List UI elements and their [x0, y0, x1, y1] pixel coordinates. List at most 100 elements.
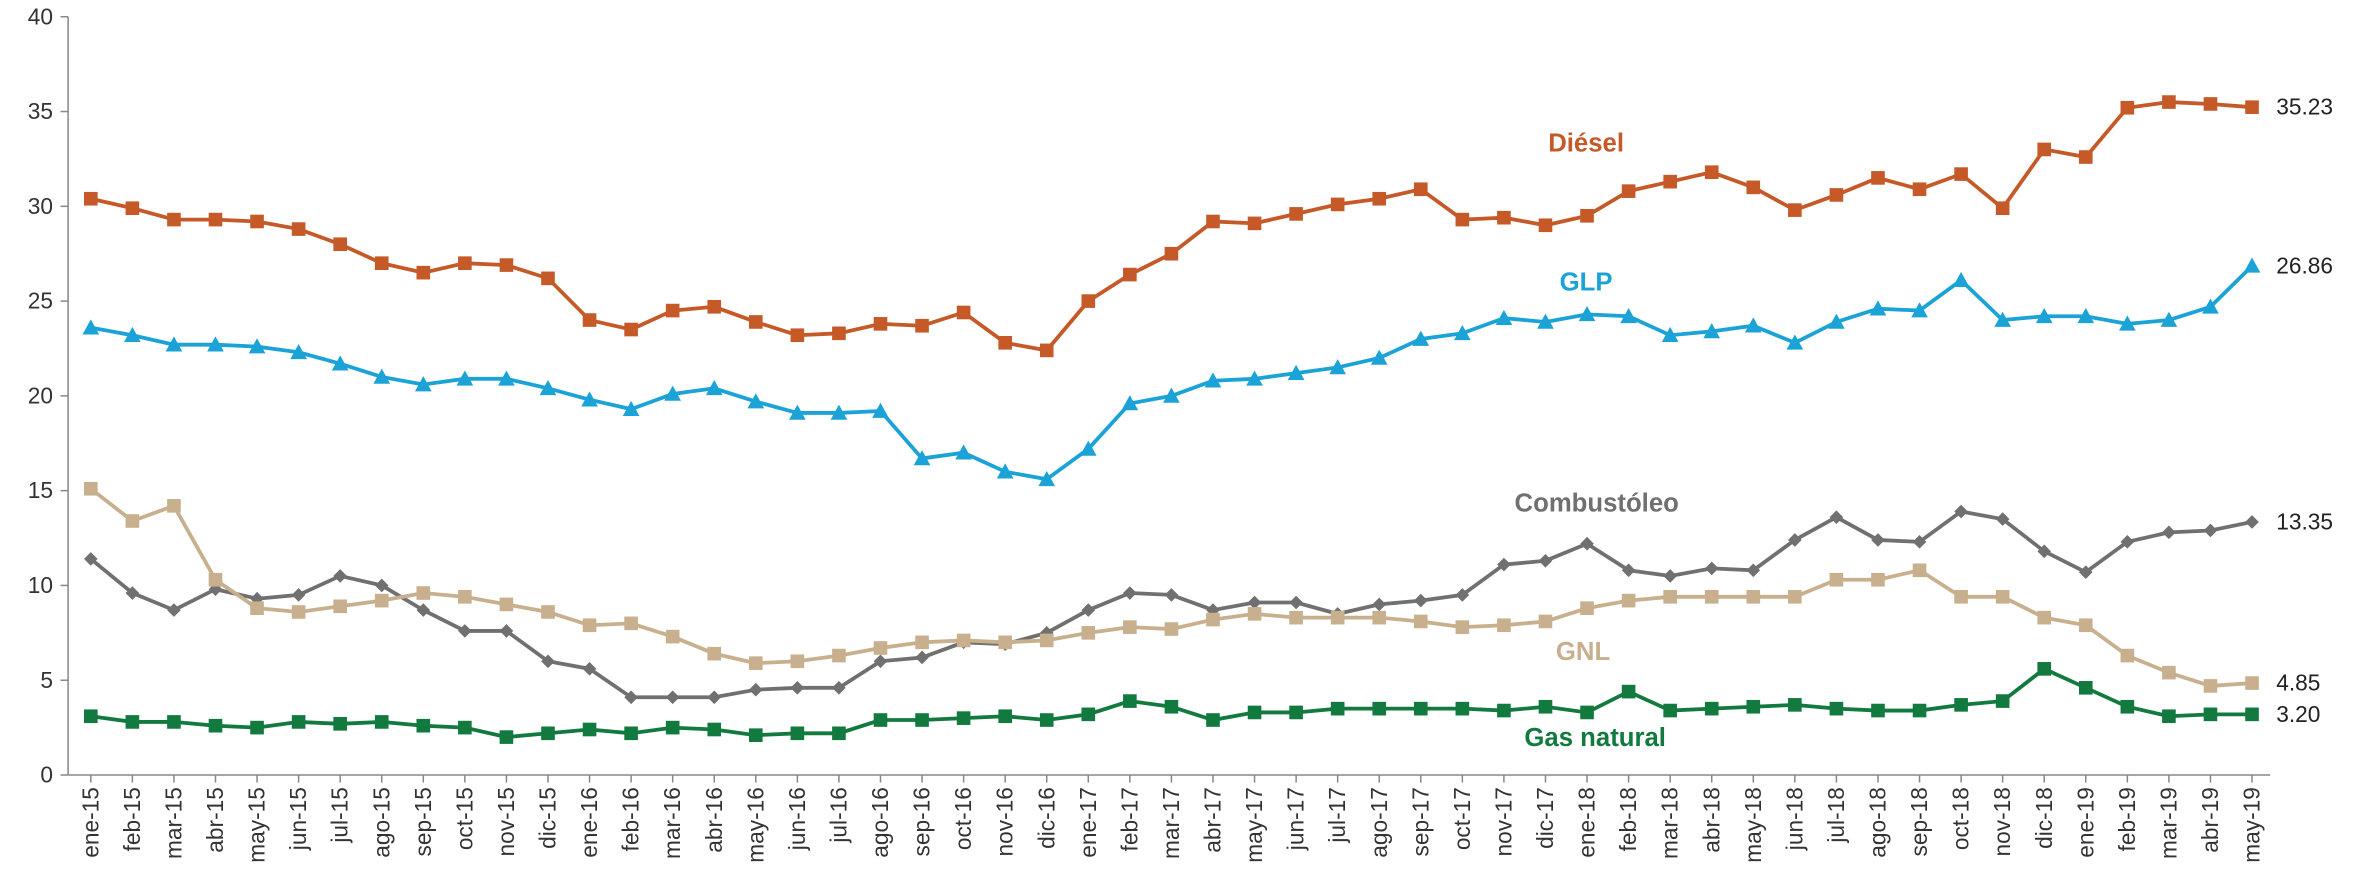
marker [1163, 387, 1180, 403]
marker [872, 402, 889, 418]
marker [499, 624, 514, 638]
marker [1497, 703, 1511, 718]
marker [208, 212, 223, 227]
marker [1746, 180, 1761, 195]
marker [1829, 572, 1844, 587]
x-tick-label: oct-17 [1449, 787, 1475, 850]
marker [1247, 607, 1262, 621]
end-value-label: 26.86 [2276, 252, 2333, 278]
marker [748, 682, 763, 697]
marker [1663, 703, 1677, 718]
marker [873, 713, 888, 727]
marker [333, 717, 347, 731]
marker [1455, 620, 1470, 634]
marker [373, 368, 391, 384]
end-value-label: 4.85 [2276, 670, 2320, 696]
marker [2078, 618, 2093, 633]
y-tick-label: 35 [28, 98, 53, 124]
x-tick-label: jun-16 [784, 787, 810, 851]
marker [2162, 525, 2176, 540]
marker [83, 481, 98, 496]
marker [1497, 210, 1511, 225]
marker [458, 720, 472, 735]
x-tick-label: sep-17 [1407, 787, 1433, 856]
marker [789, 404, 806, 420]
marker [2120, 535, 2135, 549]
marker [1123, 267, 1137, 282]
marker [2037, 544, 2052, 559]
marker [458, 256, 472, 270]
marker [125, 514, 140, 528]
marker [291, 222, 306, 236]
marker [2037, 662, 2052, 676]
marker [998, 635, 1012, 650]
marker [1123, 620, 1137, 634]
marker [1871, 703, 1885, 718]
x-tick-label: sep-15 [410, 787, 436, 856]
marker [582, 722, 597, 737]
x-tick-label: sep-18 [1906, 787, 1932, 856]
marker [541, 271, 555, 286]
marker [956, 633, 971, 648]
marker [1912, 563, 1927, 578]
marker [1121, 395, 1139, 411]
x-tick-label: ago-15 [368, 787, 394, 858]
marker [1039, 633, 1054, 648]
x-tick-label: abr-17 [1200, 787, 1226, 853]
marker [1538, 218, 1553, 233]
marker [250, 720, 264, 735]
x-tick-label: jun-17 [1283, 787, 1309, 851]
marker [1912, 182, 1927, 197]
marker [748, 656, 763, 670]
marker [499, 258, 514, 272]
marker [956, 305, 971, 320]
marker [1995, 694, 2010, 708]
x-tick-label: sep-16 [909, 787, 935, 856]
marker [416, 718, 431, 733]
marker [1580, 705, 1594, 720]
x-tick-label: feb-18 [1615, 787, 1641, 851]
series-line [89, 487, 2253, 688]
marker [1663, 569, 1677, 583]
x-tick-label: nov-17 [1490, 787, 1516, 856]
marker [1580, 601, 1594, 615]
x-tick-label: may-18 [1740, 787, 1766, 863]
x-tick-label: dic-17 [1532, 787, 1558, 849]
marker [1081, 626, 1096, 640]
x-tick-label: abr-19 [2197, 787, 2223, 853]
marker [83, 709, 98, 724]
marker [1038, 470, 1056, 487]
marker [2245, 100, 2259, 114]
marker [1372, 191, 1387, 206]
marker [2203, 679, 2218, 693]
marker [582, 313, 597, 327]
marker [208, 572, 223, 587]
marker [1871, 572, 1885, 587]
marker [624, 616, 638, 631]
x-tick-label: mar-19 [2155, 787, 2181, 859]
marker [998, 335, 1012, 350]
marker [1495, 309, 1513, 325]
marker [539, 379, 557, 396]
series-name: Gas natural [1524, 724, 1666, 752]
marker [1206, 713, 1220, 727]
marker [1621, 593, 1636, 608]
marker [1995, 590, 2010, 604]
marker [1871, 533, 1885, 547]
marker [1663, 590, 1677, 604]
marker [1954, 590, 1968, 604]
marker [2037, 610, 2052, 625]
series-line [89, 509, 2253, 700]
marker [1329, 359, 1346, 375]
marker [832, 326, 846, 341]
marker [414, 376, 432, 392]
marker [1954, 698, 1968, 712]
marker [1828, 313, 1845, 329]
x-tick-label: ago-18 [1865, 787, 1891, 858]
marker [1995, 201, 2010, 216]
marker [1164, 246, 1179, 261]
marker [1372, 597, 1387, 612]
marker [2037, 142, 2052, 157]
marker [1079, 440, 1097, 456]
x-tick-label: mar-15 [160, 787, 186, 859]
